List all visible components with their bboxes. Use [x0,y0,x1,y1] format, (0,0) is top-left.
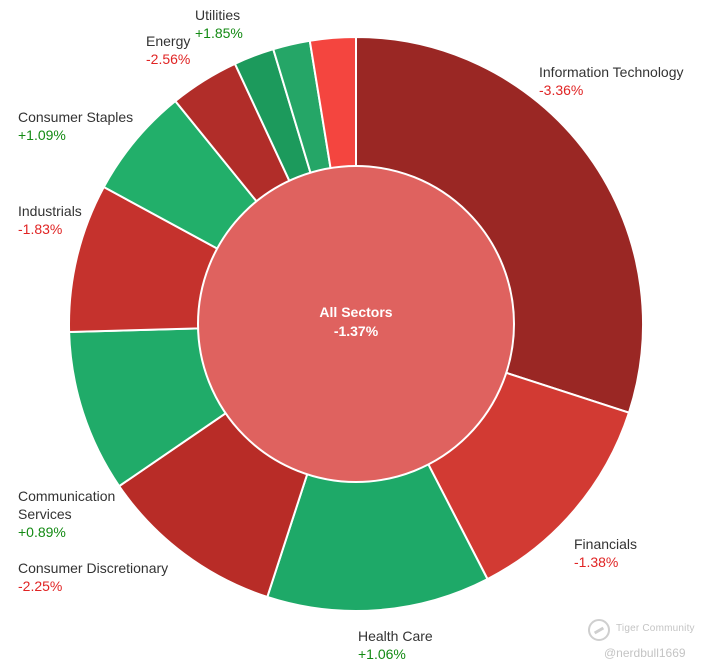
label-consumer-discretionary: Consumer Discretionary -2.25% [18,559,168,595]
label-name: Consumer Discretionary [18,560,169,576]
label-change: -2.56% [146,51,191,67]
label-name: Consumer Staples [18,109,134,125]
watermark: Tiger Community @nerdbull1669 [588,617,698,665]
label-name-line1: Communication [18,488,116,504]
label-health-care: Health Care +1.06% [358,627,433,663]
label-change: -1.83% [18,221,63,237]
label-change: +0.89% [18,524,66,540]
center-label: All Sectors -1.37% [256,303,456,341]
label-name: Information Technology [539,64,684,80]
tiger-logo-icon [588,619,610,641]
label-change: -2.25% [18,578,63,594]
label-name: Energy [146,33,191,49]
label-name: Industrials [18,203,82,219]
watermark-brand: Tiger Community [616,623,695,634]
label-consumer-staples: Consumer Staples +1.09% [18,108,133,144]
watermark-handle: @nerdbull1669 [604,646,686,660]
label-name: Financials [574,536,638,552]
label-industrials: Industrials -1.83% [18,202,82,238]
label-financials: Financials -1.38% [574,535,637,571]
label-information-technology: Information Technology -3.36% [539,63,684,99]
label-communication-services: Communication Services +0.89% [18,487,115,541]
center-title: All Sectors [319,304,393,320]
label-change: +1.06% [358,646,406,662]
label-utilities: Utilities +1.85% [195,6,243,42]
donut-slices [68,35,644,612]
label-name: Utilities [195,7,241,23]
label-name: Health Care [358,628,433,644]
label-energy: Energy -2.56% [146,32,190,68]
label-change: +1.09% [18,127,66,143]
label-change: +1.85% [195,25,243,41]
label-change: -3.36% [539,82,584,98]
label-name-line2: Services [18,506,72,522]
label-change: -1.38% [574,554,619,570]
center-value: -1.37% [333,323,379,339]
center-circle [197,165,515,483]
